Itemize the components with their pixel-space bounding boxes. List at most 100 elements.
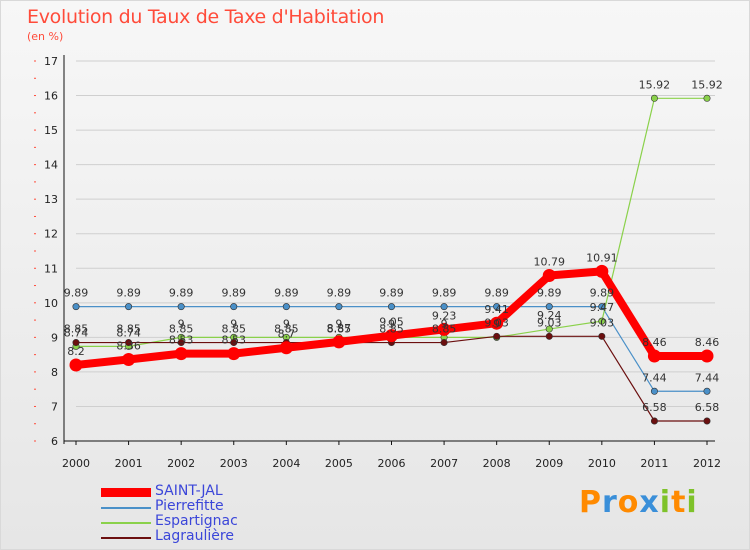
data-point bbox=[125, 303, 133, 311]
data-label: 8.85 bbox=[274, 323, 299, 336]
data-label: 15.92 bbox=[691, 78, 723, 91]
x-tick-label: 2008 bbox=[483, 457, 511, 470]
data-point bbox=[595, 264, 609, 278]
y-tick-label: 13 bbox=[44, 193, 58, 206]
series-line bbox=[76, 335, 707, 422]
data-label: 9.89 bbox=[484, 287, 509, 300]
chart-title: Evolution du Taux de Taxe d'Habitation bbox=[27, 6, 385, 28]
chart-unit-label: (en %) bbox=[27, 30, 64, 43]
legend-label: Espartignac bbox=[155, 513, 238, 529]
data-label: 9 bbox=[178, 317, 185, 330]
legend-label: Pierrefitte bbox=[155, 498, 224, 514]
data-label: 9.89 bbox=[327, 287, 352, 300]
data-label: 10.91 bbox=[586, 251, 618, 264]
data-point bbox=[545, 325, 553, 333]
data-label: 8.85 bbox=[116, 323, 141, 336]
proxiti-logo: Proxiti bbox=[579, 485, 698, 520]
data-point bbox=[385, 329, 398, 343]
data-label: 9 bbox=[230, 317, 237, 330]
data-point bbox=[650, 94, 658, 102]
data-label: 9.05 bbox=[379, 316, 404, 329]
data-point bbox=[387, 303, 395, 311]
x-tick-label: 2011 bbox=[640, 457, 668, 470]
legend-swatch bbox=[101, 537, 151, 539]
data-label: 8.85 bbox=[379, 323, 404, 336]
data-label: 9.41 bbox=[484, 303, 509, 316]
data-point bbox=[647, 349, 661, 363]
x-tick-label: 2004 bbox=[272, 457, 300, 470]
data-label: 9.03 bbox=[484, 316, 509, 329]
data-point bbox=[598, 317, 606, 325]
data-point bbox=[227, 347, 241, 361]
data-label: 7.44 bbox=[642, 371, 667, 384]
y-tick-label: 16 bbox=[44, 90, 58, 103]
x-tick-label: 2006 bbox=[378, 457, 406, 470]
data-point bbox=[703, 94, 711, 102]
data-point bbox=[545, 303, 553, 311]
x-tick-label: 2012 bbox=[693, 457, 721, 470]
data-point bbox=[493, 332, 501, 340]
data-point bbox=[493, 303, 501, 311]
data-label: 9 bbox=[283, 317, 290, 330]
data-point bbox=[282, 303, 290, 311]
data-point bbox=[122, 352, 136, 366]
y-tick-label: 14 bbox=[44, 159, 58, 172]
y-tick-label: 17 bbox=[44, 55, 58, 68]
data-label: 9.89 bbox=[537, 287, 562, 300]
data-point bbox=[440, 339, 448, 347]
data-label: 8.85 bbox=[169, 323, 194, 336]
series-pierrefitte bbox=[72, 303, 711, 395]
data-label: 9 bbox=[335, 317, 342, 330]
data-point bbox=[177, 339, 185, 347]
data-label: 9.89 bbox=[64, 287, 89, 300]
data-label: 7.44 bbox=[695, 371, 720, 384]
x-tick-label: 2010 bbox=[588, 457, 616, 470]
data-label: 9.24 bbox=[537, 309, 562, 322]
y-tick-label: 7 bbox=[51, 400, 58, 413]
series-saint-jal bbox=[69, 264, 714, 372]
data-point bbox=[174, 347, 188, 361]
data-point bbox=[650, 417, 658, 425]
data-label: 9.23 bbox=[432, 309, 457, 322]
data-label: 9.89 bbox=[274, 287, 299, 300]
data-label: 9.03 bbox=[537, 316, 562, 329]
data-label: 9.89 bbox=[116, 287, 141, 300]
x-tick-label: 2009 bbox=[535, 457, 563, 470]
data-label: 8.53 bbox=[169, 334, 194, 347]
data-label: 8.7 bbox=[278, 328, 296, 341]
data-point bbox=[437, 322, 451, 336]
logo-letter: t bbox=[671, 485, 687, 520]
data-label: 8.85 bbox=[432, 323, 457, 336]
data-label: 6.58 bbox=[695, 401, 720, 414]
x-tick-label: 2002 bbox=[167, 457, 195, 470]
y-tick-label: 12 bbox=[44, 228, 58, 241]
data-point bbox=[703, 387, 711, 395]
data-point bbox=[598, 332, 606, 340]
data-label: 8.36 bbox=[116, 339, 141, 352]
legend-label: SAINT-JAL bbox=[155, 483, 223, 499]
data-label: 8.2 bbox=[67, 345, 85, 358]
series-espartignac bbox=[72, 94, 711, 350]
data-point bbox=[69, 358, 83, 372]
data-label: 8.74 bbox=[64, 326, 89, 339]
data-point bbox=[650, 387, 658, 395]
y-tick-label: 15 bbox=[44, 124, 58, 137]
x-tick-label: 2005 bbox=[325, 457, 353, 470]
x-tick-label: 2007 bbox=[430, 457, 458, 470]
data-point bbox=[440, 303, 448, 311]
data-label: 9.89 bbox=[432, 287, 457, 300]
data-label: 9 bbox=[493, 317, 500, 330]
data-label: 8.46 bbox=[642, 336, 667, 349]
logo-letter: o bbox=[617, 485, 640, 520]
y-tick-label: 11 bbox=[44, 262, 58, 275]
x-tick-label: 2000 bbox=[62, 457, 90, 470]
data-point bbox=[335, 303, 343, 311]
data-label: 9.89 bbox=[169, 287, 194, 300]
x-tick-label: 2003 bbox=[220, 457, 248, 470]
data-label: 8.85 bbox=[222, 323, 247, 336]
data-label: 9.89 bbox=[590, 287, 615, 300]
data-label: 8.53 bbox=[222, 334, 247, 347]
data-label: 15.92 bbox=[639, 78, 671, 91]
